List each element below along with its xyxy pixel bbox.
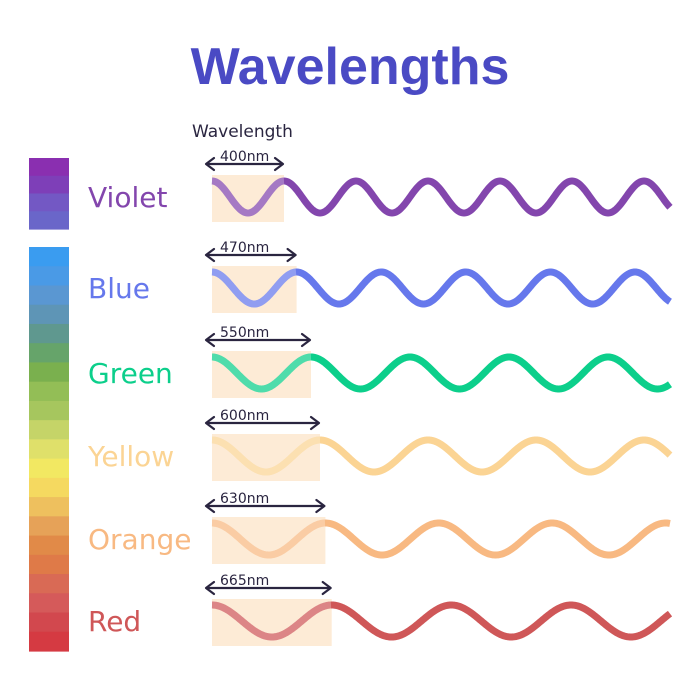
sine-wave xyxy=(211,601,673,641)
main-spectrum-band xyxy=(29,516,69,537)
violet-spectrum-band xyxy=(29,158,69,177)
main-spectrum-band xyxy=(29,304,69,325)
main-spectrum-band xyxy=(29,535,69,556)
wave-row-yellow: 600nm Yellow xyxy=(87,408,673,481)
color-name-label: Orange xyxy=(88,523,191,556)
arrow-right-icon xyxy=(286,247,297,263)
highlight-wave-overlay xyxy=(211,436,321,476)
color-name-label: Blue xyxy=(88,272,150,305)
arrow-right-icon xyxy=(309,415,321,431)
main-spectrum-band xyxy=(29,497,69,517)
color-name-label: Green xyxy=(88,357,173,390)
wave-row-orange: 630nm Orange xyxy=(88,491,671,564)
main-spectrum-band xyxy=(29,285,69,306)
arrow-left-icon xyxy=(204,415,216,431)
sine-wave xyxy=(211,353,673,393)
arrow-right-icon xyxy=(315,498,326,514)
highlight-wave-overlay xyxy=(211,519,326,559)
wavelength-value-label: 470nm xyxy=(220,240,269,256)
arrow-left-icon xyxy=(204,498,216,514)
wave-rows: 400nm Violet 470nm Blue 550nm Green 600nm Yello… xyxy=(87,149,673,646)
wave-row-green: 550nm Green xyxy=(88,325,673,398)
arrow-left-icon xyxy=(204,247,216,263)
highlight-wave-overlay xyxy=(211,177,285,217)
wavelength-value-label: 600nm xyxy=(220,408,269,424)
wavelength-value-label: 400nm xyxy=(220,149,269,165)
main-spectrum-band xyxy=(29,477,69,498)
main-spectrum-band xyxy=(29,612,69,633)
main-spectrum-band xyxy=(29,400,69,421)
color-name-label: Violet xyxy=(88,181,167,214)
arrow-right-icon xyxy=(300,332,312,348)
wavelength-header-label: Wavelength xyxy=(192,122,293,142)
sine-wave xyxy=(211,519,671,559)
arrow-right-icon xyxy=(273,156,285,172)
main-spectrum-band xyxy=(29,593,69,614)
violet-spectrum-band xyxy=(29,211,69,230)
wave-row-violet: 400nm Violet xyxy=(88,149,673,222)
wavelength-value-label: 550nm xyxy=(220,325,269,341)
wavelength-value-label: 665nm xyxy=(220,573,269,589)
violet-spectrum-band xyxy=(29,175,69,195)
wavelength-value-label: 630nm xyxy=(220,491,269,507)
main-spectrum-band xyxy=(29,420,69,440)
main-spectrum-band xyxy=(29,439,69,460)
main-spectrum-band xyxy=(29,362,69,383)
main-spectrum-band xyxy=(29,631,69,652)
highlight-wave-overlay xyxy=(211,353,312,393)
color-name-label: Yellow xyxy=(87,440,174,473)
main-spectrum-band xyxy=(29,323,69,344)
color-name-label: Red xyxy=(88,605,141,638)
violet-spectrum-band xyxy=(29,193,69,212)
highlight-wave-overlay xyxy=(211,601,332,641)
main-spectrum-band xyxy=(29,458,69,479)
main-spectrum-band xyxy=(29,266,69,287)
sine-wave xyxy=(211,268,672,308)
sine-wave xyxy=(211,436,673,476)
arrow-left-icon xyxy=(204,156,216,172)
arrow-left-icon xyxy=(204,332,216,348)
main-spectrum-band xyxy=(29,343,69,364)
main-spectrum-band xyxy=(29,574,69,594)
arrow-left-icon xyxy=(204,580,216,596)
highlight-wave-overlay xyxy=(211,268,297,308)
color-spectrum-bar xyxy=(29,158,69,652)
main-spectrum-band xyxy=(29,554,69,575)
arrow-right-icon xyxy=(321,580,332,596)
wave-row-blue: 470nm Blue xyxy=(88,240,672,313)
main-spectrum-band xyxy=(29,247,69,267)
main-spectrum-band xyxy=(29,381,69,402)
wave-row-red: 665nm Red xyxy=(88,573,673,646)
page-title: Wavelengths xyxy=(191,38,510,96)
sine-wave xyxy=(211,177,673,217)
